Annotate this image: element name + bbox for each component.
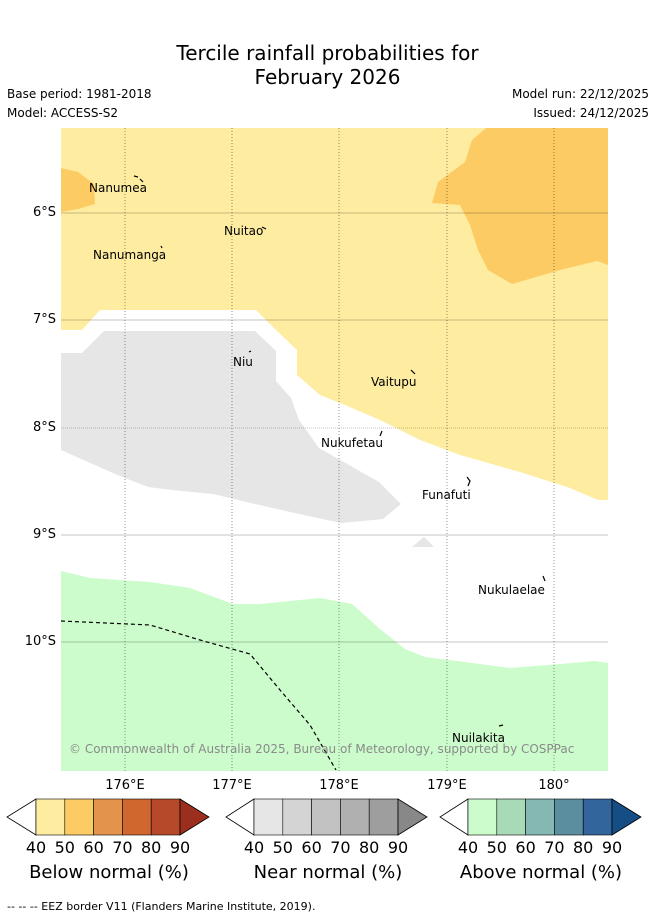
colorbar-near-tick: 70 <box>330 838 351 857</box>
below-normal-50-region-west <box>61 168 95 212</box>
colorbar-near-tick: 60 <box>301 838 322 857</box>
colorbar-near-swatch <box>311 798 341 836</box>
colorbar-near-tick: 50 <box>272 838 293 857</box>
colorbar-near-swatch <box>253 798 284 836</box>
colorbar-above-tick: 40 <box>457 838 479 857</box>
colorbar-near-swatch <box>368 798 399 836</box>
colorbar-above-normal <box>439 798 642 836</box>
title-line-2: February 2026 <box>254 65 401 89</box>
colorbar-below-title: Below normal (%) <box>29 862 189 883</box>
colorbar-below-tick: 80 <box>141 838 162 857</box>
base-period: Base period: 1981-2018 <box>7 87 152 101</box>
colorbar-above-swatches <box>467 798 613 836</box>
colorbar-below-tick: 70 <box>112 838 133 857</box>
lat-label-10s: 10°S <box>24 634 56 649</box>
island-label-vaitupu: Vaitupu <box>371 375 417 389</box>
colorbar-below-swatch <box>93 798 123 836</box>
colorbar-above-swatch <box>525 798 555 836</box>
colorbar-above-tick: 80 <box>573 838 594 857</box>
colorbar-below-swatch <box>35 798 66 836</box>
lon-gridlines <box>124 128 555 771</box>
colorbar-near-swatches <box>253 798 399 836</box>
issued-date: Issued: 24/12/2025 <box>533 106 649 120</box>
rainfall-map <box>61 128 608 771</box>
eez-note: -- -- -- EEZ border V11 (Flanders Marine… <box>7 900 316 913</box>
near-normal-40-islet <box>412 537 434 547</box>
colorbar-above-swatch <box>554 798 584 836</box>
below-normal-50-region-east <box>432 128 608 284</box>
colorbar-below-swatch <box>122 798 152 836</box>
colorbar-below-swatch <box>150 798 181 836</box>
colorbar-below-swatch <box>64 798 94 836</box>
island-shapes <box>133 175 546 727</box>
colorbar-near-extend-high <box>397 798 428 836</box>
island-label-nuitao: Nuitao <box>224 224 264 238</box>
colorbar-below-tick: 90 <box>169 838 191 857</box>
lat-label-6s: 6°S <box>32 205 56 220</box>
colorbar-below-tick: 50 <box>54 838 75 857</box>
lon-label-176e: 176°E <box>105 778 145 793</box>
island-label-nuilakita: Nuilakita <box>452 731 505 745</box>
colorbar-near-swatch <box>340 798 370 836</box>
island-label-nukulaelae: Nukulaelae <box>478 583 545 597</box>
lat-gridlines <box>61 212 608 643</box>
near-normal-40-region <box>61 331 401 523</box>
colorbar-near-swatch <box>282 798 312 836</box>
colorbar-above-tick: 90 <box>601 838 623 857</box>
title-line-1: Tercile rainfall probabilities for <box>176 41 479 65</box>
colorbar-above-tick: 60 <box>515 838 536 857</box>
lon-label-177e: 177°E <box>212 778 252 793</box>
colorbar-above-swatch <box>467 798 498 836</box>
above-normal-40-region <box>61 571 608 771</box>
model-run: Model run: 22/12/2025 <box>511 87 649 101</box>
colorbar-near-title: Near normal (%) <box>253 862 403 883</box>
model-name: Model: ACCESS-S2 <box>7 106 119 120</box>
lon-label-178e: 178°E <box>319 778 359 793</box>
colorbar-near-normal <box>225 798 428 836</box>
colorbar-below-tick: 60 <box>83 838 104 857</box>
lat-label-8s: 8°S <box>32 420 56 435</box>
colorbar-above-extend-high <box>611 798 642 836</box>
colorbar-below-normal <box>6 798 210 836</box>
colorbar-below-extend-high <box>179 798 210 836</box>
colorbar-above-title: Above normal (%) <box>459 862 623 883</box>
colorbar-above-swatch <box>496 798 526 836</box>
colorbar-above-extend-low <box>439 798 469 836</box>
colorbar-below-extend-low <box>6 798 37 836</box>
island-label-nanumea: Nanumea <box>89 181 147 195</box>
island-label-nanumanga: Nanumanga <box>93 248 167 262</box>
colorbar-near-extend-low <box>225 798 255 836</box>
lon-label-180: 180° <box>538 778 570 793</box>
colorbar-near-tick: 40 <box>243 838 265 857</box>
island-label-funafuti: Funafuti <box>422 488 471 502</box>
colorbar-below-tick: 40 <box>25 838 47 857</box>
colorbar-above-tick: 70 <box>544 838 565 857</box>
colorbar-above-tick: 50 <box>486 838 507 857</box>
lat-label-9s: 9°S <box>32 527 56 542</box>
lon-label-179e: 179°E <box>427 778 467 793</box>
colorbar-below-swatches <box>35 798 181 836</box>
island-label-nukufetau: Nukufetau <box>321 436 384 450</box>
colorbar-near-tick: 90 <box>387 838 409 857</box>
colorbar-above-swatch <box>582 798 613 836</box>
copyright-notice: © Commonwealth of Australia 2025, Bureau… <box>69 742 575 756</box>
island-label-niu: Niu <box>233 355 253 369</box>
lat-label-7s: 7°S <box>32 312 56 327</box>
colorbar-near-tick: 80 <box>359 838 380 857</box>
